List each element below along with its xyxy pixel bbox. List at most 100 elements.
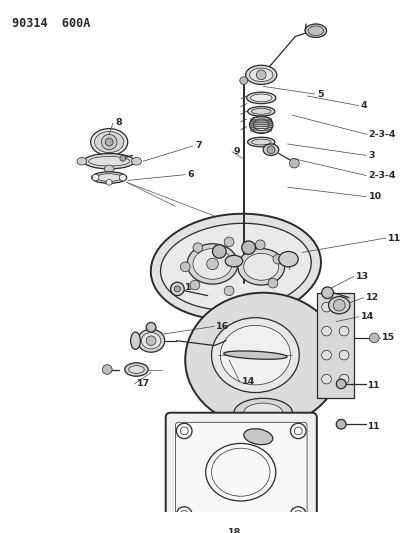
Ellipse shape: [96, 174, 122, 181]
Ellipse shape: [246, 92, 275, 103]
Circle shape: [267, 278, 277, 288]
Ellipse shape: [185, 293, 340, 427]
Circle shape: [336, 419, 345, 429]
Ellipse shape: [137, 329, 164, 352]
Ellipse shape: [249, 116, 272, 133]
Ellipse shape: [131, 157, 141, 165]
Circle shape: [338, 374, 348, 384]
Circle shape: [101, 134, 117, 150]
Text: 15: 15: [381, 333, 394, 342]
Ellipse shape: [192, 248, 231, 279]
Ellipse shape: [141, 333, 160, 349]
Text: 2-3-4: 2-3-4: [368, 130, 395, 139]
Ellipse shape: [223, 351, 286, 359]
Text: 12: 12: [365, 293, 378, 302]
Circle shape: [239, 77, 247, 84]
Circle shape: [224, 237, 233, 247]
Circle shape: [180, 262, 190, 272]
Circle shape: [321, 326, 330, 336]
Ellipse shape: [307, 26, 323, 36]
Circle shape: [170, 282, 184, 296]
Circle shape: [338, 350, 348, 360]
Circle shape: [174, 286, 180, 292]
Text: 90314  600A: 90314 600A: [12, 17, 90, 30]
Circle shape: [176, 507, 192, 522]
Text: 11: 11: [387, 233, 400, 243]
Ellipse shape: [263, 144, 278, 156]
Circle shape: [321, 374, 330, 384]
Text: 1: 1: [185, 284, 191, 293]
Circle shape: [338, 302, 348, 312]
Circle shape: [105, 138, 113, 146]
Text: 6: 6: [187, 170, 193, 179]
Text: 14: 14: [241, 377, 254, 386]
Circle shape: [241, 241, 255, 254]
Bar: [316, 293, 353, 398]
Ellipse shape: [247, 107, 274, 116]
Ellipse shape: [278, 252, 298, 267]
Text: 18: 18: [228, 528, 241, 533]
Ellipse shape: [84, 154, 134, 169]
Ellipse shape: [124, 363, 148, 376]
Ellipse shape: [130, 332, 140, 349]
Ellipse shape: [247, 138, 274, 147]
Ellipse shape: [94, 132, 124, 152]
Ellipse shape: [89, 157, 129, 166]
Circle shape: [206, 258, 218, 270]
Circle shape: [290, 423, 305, 439]
Circle shape: [369, 333, 378, 343]
Circle shape: [321, 302, 330, 312]
Circle shape: [192, 243, 202, 253]
Ellipse shape: [233, 398, 292, 427]
Text: 11: 11: [367, 422, 379, 431]
Text: 8: 8: [115, 118, 122, 127]
Text: 16: 16: [216, 322, 229, 331]
Text: 11: 11: [367, 381, 379, 390]
Circle shape: [92, 174, 99, 181]
Ellipse shape: [211, 318, 298, 392]
Circle shape: [338, 326, 348, 336]
Circle shape: [255, 240, 265, 249]
Text: 3: 3: [368, 151, 374, 160]
Ellipse shape: [245, 65, 276, 84]
Circle shape: [176, 423, 192, 439]
Ellipse shape: [243, 429, 272, 445]
Ellipse shape: [104, 165, 114, 173]
Ellipse shape: [243, 403, 282, 422]
Ellipse shape: [77, 157, 87, 165]
Ellipse shape: [205, 443, 275, 501]
Ellipse shape: [160, 223, 310, 310]
Text: 7: 7: [194, 141, 201, 150]
FancyBboxPatch shape: [175, 422, 306, 523]
Text: 5: 5: [316, 90, 322, 99]
Text: 14: 14: [360, 312, 373, 321]
Circle shape: [212, 245, 226, 258]
Text: 13: 13: [355, 272, 368, 281]
Text: 4: 4: [360, 101, 367, 110]
Ellipse shape: [150, 214, 320, 320]
Circle shape: [332, 300, 344, 311]
Ellipse shape: [91, 128, 128, 156]
Ellipse shape: [243, 253, 278, 280]
Ellipse shape: [237, 248, 284, 285]
Text: 9: 9: [233, 147, 240, 156]
Circle shape: [146, 336, 156, 345]
Ellipse shape: [225, 255, 242, 267]
Circle shape: [146, 322, 156, 332]
Text: 17: 17: [136, 379, 149, 389]
Ellipse shape: [187, 244, 237, 284]
Circle shape: [321, 350, 330, 360]
Circle shape: [106, 180, 112, 185]
FancyBboxPatch shape: [165, 413, 316, 532]
Ellipse shape: [220, 325, 290, 385]
Ellipse shape: [328, 296, 349, 314]
Circle shape: [336, 379, 345, 389]
Ellipse shape: [250, 94, 271, 102]
Ellipse shape: [304, 24, 326, 37]
Circle shape: [321, 287, 332, 298]
Circle shape: [119, 174, 126, 181]
Ellipse shape: [91, 172, 126, 183]
Circle shape: [272, 254, 282, 264]
Ellipse shape: [249, 68, 272, 82]
Circle shape: [119, 156, 126, 161]
